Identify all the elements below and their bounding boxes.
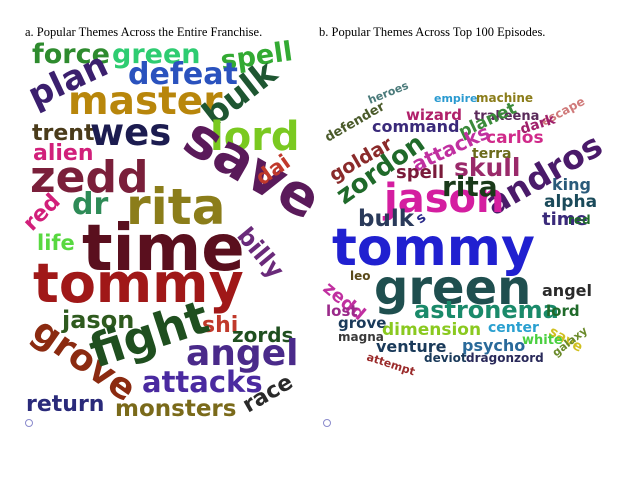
word-spell: spell	[396, 162, 444, 183]
word-time: time	[542, 209, 588, 230]
word-jason: jason	[382, 176, 504, 222]
word-master: master	[68, 79, 223, 124]
word-wizard: wizard	[406, 106, 462, 124]
word-force: force	[32, 39, 110, 70]
word-monsters: monsters	[115, 396, 236, 422]
resize-handle[interactable]	[323, 419, 331, 427]
word-white: white	[522, 333, 563, 348]
word-zords: zords	[232, 323, 293, 347]
word-dimension: dimension	[382, 320, 481, 340]
word-command: command	[372, 117, 459, 136]
chart-title: b. Popular Themes Across Top 100 Episode…	[319, 25, 546, 39]
word-dr: dr	[72, 187, 108, 222]
word-trent: trent	[32, 121, 95, 146]
chart-title: a. Popular Themes Across the Entire Fran…	[25, 25, 263, 39]
word-lord: lord	[546, 302, 580, 320]
word-king: king	[552, 175, 591, 194]
word-terra: terra	[472, 146, 511, 162]
word-bulk: bulk	[358, 206, 415, 232]
word-deviot: deviot	[424, 351, 467, 365]
word-zedd: zedd	[30, 152, 148, 203]
word-angel: angel	[186, 333, 298, 374]
word-green: green	[112, 39, 201, 70]
word-trakeena: trakeena	[474, 109, 539, 124]
word-venture: venture	[376, 337, 447, 356]
word-empire: empire	[434, 92, 477, 105]
word-skull: skull	[454, 153, 520, 182]
word-shi: shi	[202, 313, 238, 338]
word-alpha: alpha	[544, 192, 597, 212]
word-attacks: attacks	[142, 365, 263, 399]
word-grove: grove	[338, 314, 386, 332]
word-defeat: defeat	[128, 57, 238, 92]
word-lost: lost	[326, 302, 358, 320]
word-tommy: tommy	[33, 252, 244, 315]
word-life: life	[37, 231, 75, 255]
wordcloud-panel-franchise: a. Popular Themes Across the Entire Fran…	[0, 0, 332, 494]
word-green: green	[374, 260, 531, 316]
word-machine: machine	[476, 91, 533, 105]
word-leo: leo	[350, 269, 371, 283]
word-psycho: psycho	[462, 336, 525, 355]
word-jason: jason	[61, 306, 134, 334]
word-magna: magna	[338, 330, 384, 344]
resize-handle[interactable]	[25, 419, 33, 427]
word-return: return	[26, 392, 104, 417]
word-angel: angel	[542, 281, 592, 300]
wordcloud-panel-top-episodes: b. Popular Themes Across Top 100 Episode…	[310, 0, 643, 494]
word-carlos: carlos	[486, 128, 544, 148]
word-alien: alien	[33, 141, 94, 166]
word-dragonzord: dragonzord	[466, 351, 544, 365]
word-tommy: tommy	[332, 218, 535, 278]
word-time: time	[82, 212, 245, 286]
word-center: center	[488, 320, 539, 336]
word-wes: wes	[90, 111, 171, 154]
word-rita: rita	[126, 178, 225, 236]
word-red: red	[568, 213, 591, 227]
word-astronema: astronema	[414, 296, 559, 324]
word-rita: rita	[442, 170, 498, 203]
word-lord: lord	[210, 114, 300, 160]
